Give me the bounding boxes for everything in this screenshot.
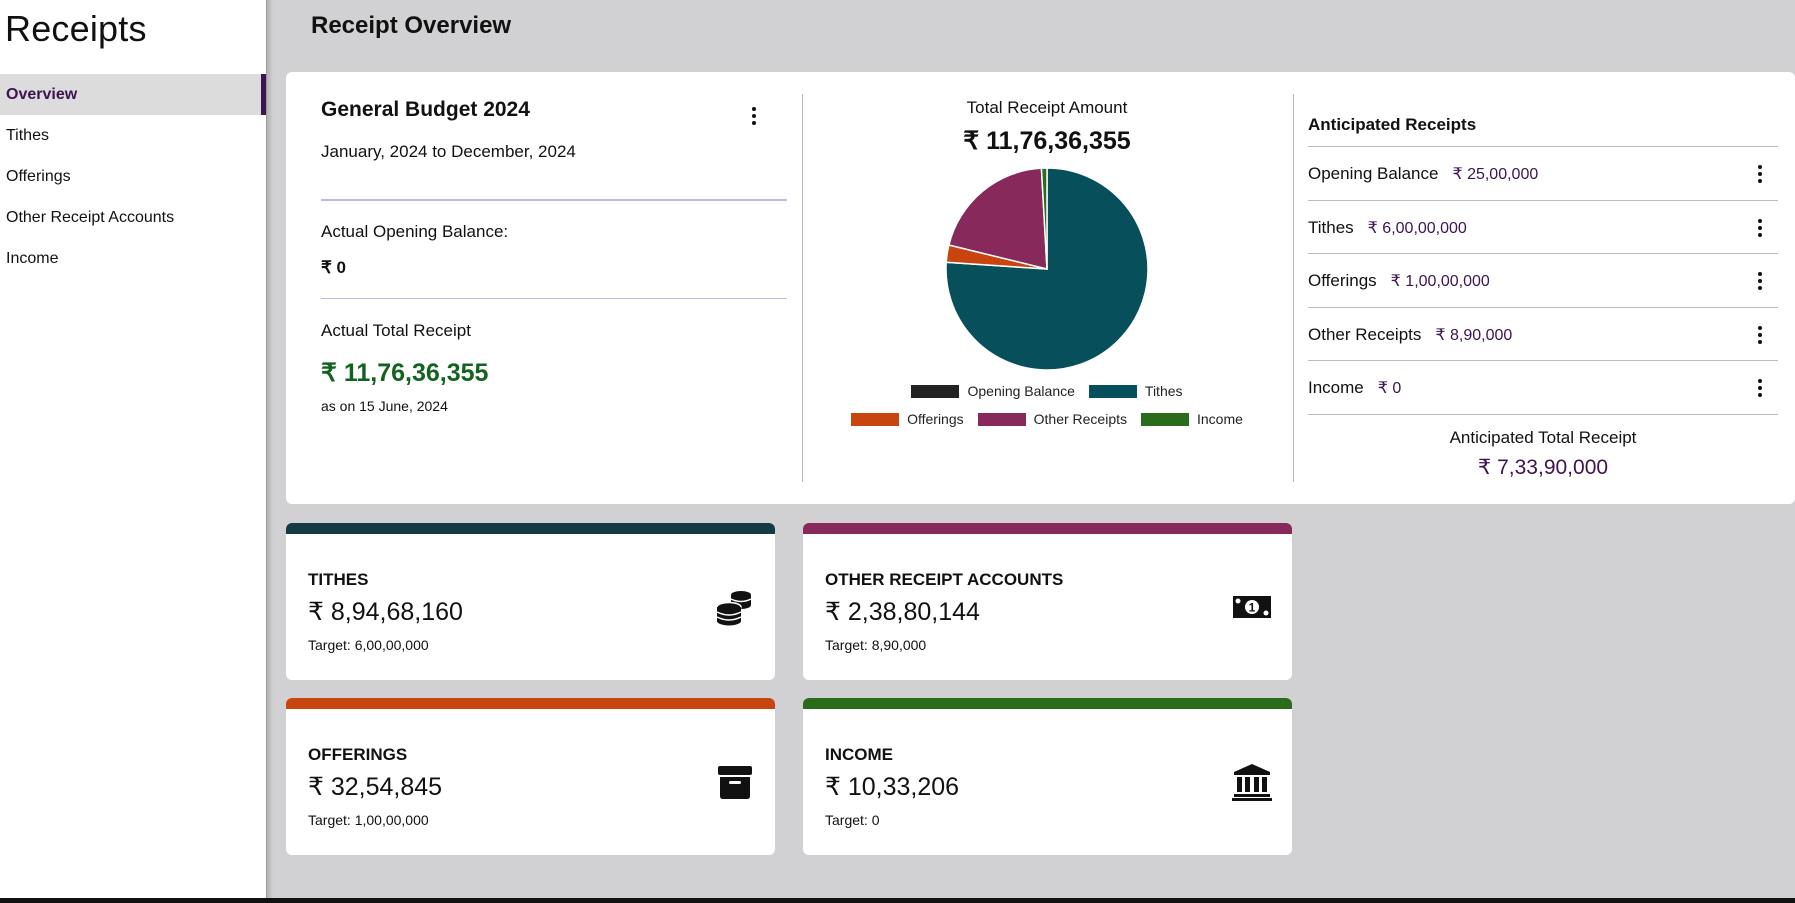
income-card[interactable]: INCOME ₹ 10,33,206 Target: 0 [803,698,1292,855]
legend-label: Other Receipts [1033,411,1127,427]
budget-date-range: January, 2024 to December, 2024 [321,142,576,161]
legend-label: Offerings [907,411,964,427]
anticipated-row-amount: ₹ 1,00,00,000 [1390,272,1490,290]
total-receipt-label: Actual Total Receipt [321,321,471,340]
legend-income[interactable]: Income [1141,411,1243,427]
pie-chart-svg [945,167,1149,371]
card-target: Target: 8,90,000 [825,637,927,653]
kebab-menu-icon[interactable] [1750,269,1770,293]
chart-legend-row-2: Offerings Other Receipts Income [802,411,1292,427]
divider [1293,94,1294,482]
card-amount: ₹ 10,33,206 [825,773,960,801]
anticipated-row-name: Tithes [1308,217,1354,237]
card-color-bar [803,523,1292,534]
opening-balance-value: ₹ 0 [321,258,346,277]
anticipated-row: Tithes ₹ 6,00,00,000 [1308,200,1778,254]
anticipated-row: Opening Balance ₹ 25,00,000 [1308,146,1778,200]
sidebar-item-other-receipt-accounts[interactable]: Other Receipt Accounts [6,208,175,226]
anticipated-receipts: Anticipated Receipts Opening Balance ₹ 2… [1308,72,1778,504]
legend-label: Tithes [1144,383,1183,399]
kebab-menu-icon[interactable] [744,104,764,128]
legend-swatch [911,384,960,398]
legend-swatch [1141,412,1189,426]
anticipated-row: Offerings ₹ 1,00,00,000 [1308,253,1778,307]
anticipated-row-amount: ₹ 8,90,000 [1435,326,1513,344]
anticipated-row-amount: ₹ 25,00,000 [1452,165,1539,183]
kebab-menu-icon[interactable] [1750,162,1770,186]
sidebar-item-offerings[interactable]: Offerings [6,167,71,185]
total-receipt-value: ₹ 11,76,36,355 [321,359,489,387]
sidebar-item-tithes[interactable]: Tithes [6,126,49,144]
page-title: Receipt Overview [311,12,512,39]
card-color-bar [286,698,775,709]
legend-offerings[interactable]: Offerings [851,411,964,427]
opening-balance-label: Actual Opening Balance: [321,222,509,241]
legend-swatch [977,412,1026,426]
anticipated-row-name: Other Receipts [1308,324,1422,344]
other-receipt-accounts-card[interactable]: OTHER RECEIPT ACCOUNTS ₹ 2,38,80,144 Tar… [803,523,1292,680]
chart-total: ₹ 11,76,36,355 [963,127,1131,155]
sidebar-item-income[interactable]: Income [6,249,59,267]
pie-slice-other-receipts[interactable] [947,167,1048,270]
sidebar-item-overview[interactable]: Overview [0,74,266,115]
money-bill-icon: 1 [1233,596,1271,618]
anticipated-row-amount: ₹ 6,00,00,000 [1367,219,1467,237]
legend-label: Opening Balance [967,383,1075,399]
card-target: Target: 0 [825,812,880,828]
card-target: Target: 1,00,00,000 [308,812,429,828]
legend-tithes[interactable]: Tithes [1088,383,1183,399]
anticipated-row: Income ₹ 0 [1308,360,1778,414]
archive-box-icon [718,766,752,799]
svg-text:1: 1 [1249,601,1256,615]
tithes-card[interactable]: TITHES ₹ 8,94,68,160 Target: 6,00,00,000 [286,523,775,680]
pie-slice-income[interactable] [1040,167,1048,270]
card-amount: ₹ 2,38,80,144 [825,598,980,626]
card-amount: ₹ 8,94,68,160 [308,598,463,626]
legend-other-receipts[interactable]: Other Receipts [977,411,1127,427]
divider [802,94,803,482]
receipt-pie-chart: Total Receipt Amount ₹ 11,76,36,355 Open… [802,72,1292,504]
offerings-card[interactable]: OFFERINGS ₹ 32,54,845 Target: 1,00,00,00… [286,698,775,855]
budget-summary: General Budget 2024 January, 2024 to Dec… [321,72,794,504]
legend-opening-balance[interactable]: Opening Balance [911,383,1075,399]
anticipated-row-amount: ₹ 0 [1377,379,1402,397]
card-target: Target: 6,00,00,000 [308,637,429,653]
card-title: INCOME [825,745,893,764]
anticipated-row-name: Offerings [1308,270,1377,290]
as-of-date: as on 15 June, 2024 [321,398,448,414]
coins-stack-icon [716,591,752,626]
anticipated-row-name: Opening Balance [1308,163,1439,183]
overview-card: General Budget 2024 January, 2024 to Dec… [286,72,1795,504]
divider [1308,414,1778,415]
chart-legend-row-1: Opening Balance Tithes [802,383,1292,399]
anticipated-total-label: Anticipated Total Receipt [1449,428,1637,447]
bank-building-icon [1232,764,1272,801]
anticipated-row: Other Receipts ₹ 8,90,000 [1308,307,1778,361]
kebab-menu-icon[interactable] [1750,376,1770,400]
legend-label: Income [1197,411,1243,427]
kebab-menu-icon[interactable] [1750,323,1770,347]
anticipated-row-name: Income [1308,377,1364,397]
card-title: OTHER RECEIPT ACCOUNTS [825,570,1064,589]
divider [321,298,787,299]
card-title: TITHES [308,570,369,589]
card-amount: ₹ 32,54,845 [308,773,443,801]
card-color-bar [286,523,775,534]
sidebar: Receipts Overview Tithes Offerings Other… [0,0,273,898]
divider [321,199,787,201]
anticipated-title: Anticipated Receipts [1308,115,1477,134]
app-title: Receipts [5,8,147,49]
chart-title: Total Receipt Amount [966,98,1128,117]
card-title: OFFERINGS [308,745,408,764]
window-bottom-edge [0,898,1795,903]
legend-swatch [1088,384,1137,398]
budget-title: General Budget 2024 [321,98,530,121]
card-color-bar [803,698,1292,709]
kebab-menu-icon[interactable] [1750,216,1770,240]
legend-swatch [851,412,900,426]
anticipated-total-value: ₹ 7,33,90,000 [1477,456,1609,479]
